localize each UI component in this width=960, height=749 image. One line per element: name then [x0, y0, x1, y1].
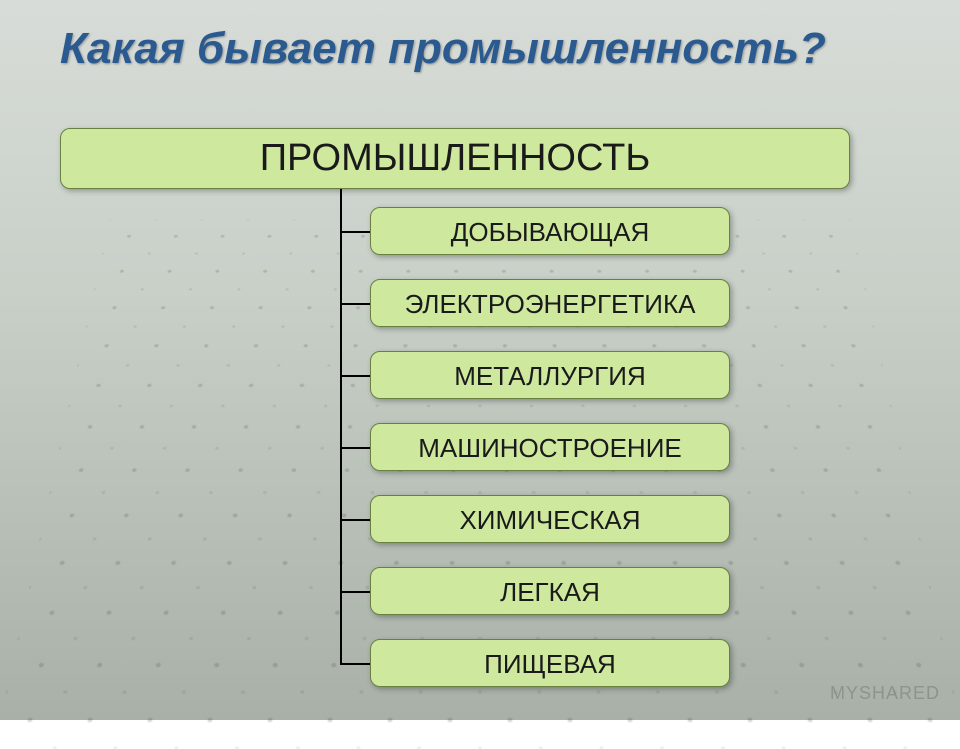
tree-branch-line: [340, 519, 370, 521]
tree-branch-line: [340, 231, 370, 233]
child-nodes-container: ДОБЫВАЮЩАЯ ЭЛЕКТРОЭНЕРГЕТИКА МЕТАЛЛУРГИЯ…: [60, 207, 850, 687]
child-node: ПИЩЕВАЯ: [370, 639, 730, 687]
tree-row: МЕТАЛЛУРГИЯ: [60, 351, 850, 399]
slide-title: Какая бывает промышленность?: [60, 24, 826, 74]
child-node: ЭЛЕКТРОЭНЕРГЕТИКА: [370, 279, 730, 327]
child-node: ЛЕГКАЯ: [370, 567, 730, 615]
tree-branch-line: [340, 591, 370, 593]
tree-row: МАШИНОСТРОЕНИЕ: [60, 423, 850, 471]
tree-row: ДОБЫВАЮЩАЯ: [60, 207, 850, 255]
child-node: МАШИНОСТРОЕНИЕ: [370, 423, 730, 471]
child-node: ДОБЫВАЮЩАЯ: [370, 207, 730, 255]
tree-row: ПИЩЕВАЯ: [60, 639, 850, 687]
child-node: МЕТАЛЛУРГИЯ: [370, 351, 730, 399]
root-node: ПРОМЫШЛЕННОСТЬ: [60, 128, 850, 189]
industry-tree-diagram: ПРОМЫШЛЕННОСТЬ ДОБЫВАЮЩАЯ ЭЛЕКТРОЭНЕРГЕТ…: [60, 128, 850, 711]
tree-row: ЛЕГКАЯ: [60, 567, 850, 615]
tree-branch-line: [340, 663, 370, 665]
tree-branch-line: [340, 375, 370, 377]
child-node: ХИМИЧЕСКАЯ: [370, 495, 730, 543]
tree-branch-line: [340, 303, 370, 305]
tree-row: ЭЛЕКТРОЭНЕРГЕТИКА: [60, 279, 850, 327]
tree-row: ХИМИЧЕСКАЯ: [60, 495, 850, 543]
tree-branch-line: [340, 447, 370, 449]
